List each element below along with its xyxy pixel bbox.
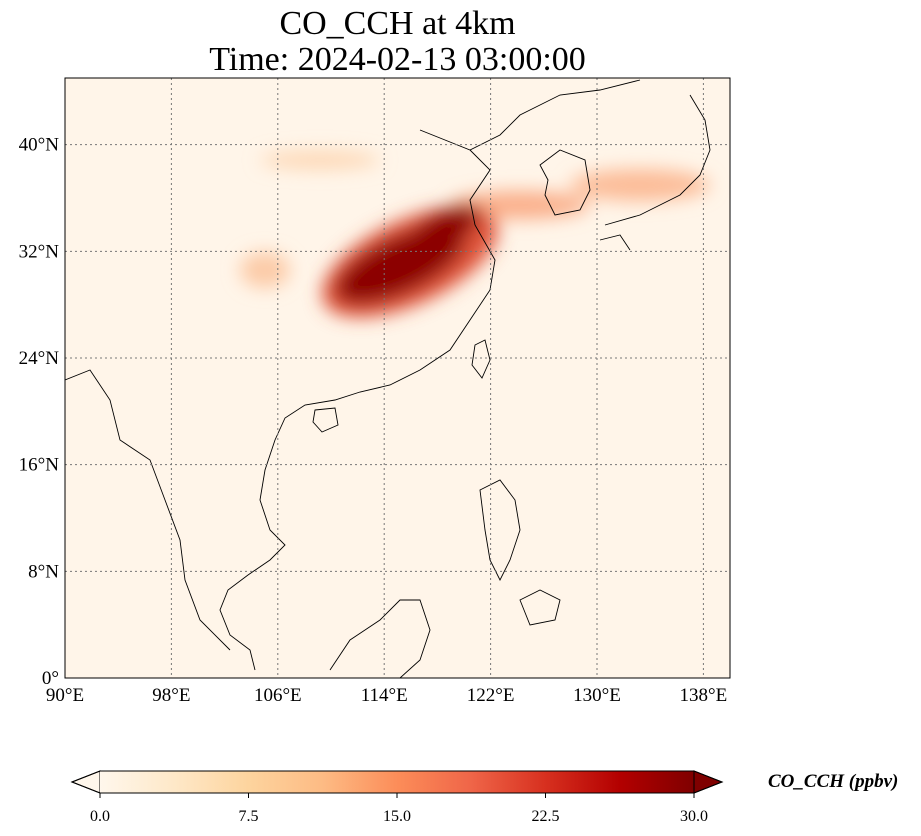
co-plume-layer	[240, 151, 710, 318]
colorbar-label: CO_CCH (ppbv)	[768, 771, 899, 792]
colorbar-extend-max	[693, 770, 724, 794]
plot-title: CO_CCH at 4km	[279, 5, 516, 42]
colorbar-tick-label: 0.0	[90, 808, 110, 825]
colorbar-extend-min	[70, 770, 101, 794]
lat-tick-label: 40°N	[19, 135, 60, 156]
lon-tick-label: 138°E	[680, 685, 728, 706]
colorbar: 0.0 7.5 15.0 22.5 30.0	[70, 770, 724, 825]
lat-tick-labels: 0° 8°N 16°N 24°N 32°N 40°N	[19, 135, 60, 689]
lon-tick-label: 122°E	[467, 685, 515, 706]
lat-tick-label: 24°N	[19, 348, 60, 369]
coastline-taiwan	[471, 339, 491, 379]
plume-korea-japan	[570, 169, 710, 201]
lon-tick-label: 130°E	[573, 685, 621, 706]
colorbar-tick-label: 15.0	[383, 808, 411, 825]
lat-tick-label: 32°N	[19, 241, 60, 262]
colorbar-tick-labels: 0.0 7.5 15.0 22.5 30.0	[90, 793, 708, 825]
plume-east-china-core2	[400, 204, 480, 260]
map-frame	[64, 77, 731, 679]
lon-tick-labels: 90°E 98°E 106°E 114°E 122°E 130°E 138°E	[46, 685, 727, 706]
lon-tick-label: 114°E	[361, 685, 408, 706]
coastline-hainan	[312, 407, 339, 433]
coastline-japan	[599, 94, 711, 251]
map-background	[65, 78, 730, 678]
lat-tick-label: 16°N	[19, 455, 60, 476]
plot-subtitle-time: Time: 2024-02-13 03:00:00	[209, 41, 586, 78]
lat-tick-label: 8°N	[28, 561, 59, 582]
colorbar-tick-label: 30.0	[680, 808, 708, 825]
colorbar-tick-label: 22.5	[532, 808, 560, 825]
coastline-borneo	[329, 599, 431, 678]
lat-tick-label: 0°	[42, 668, 59, 689]
colorbar-body	[100, 771, 694, 793]
gridlines	[65, 78, 730, 678]
coastline-china	[219, 149, 496, 671]
coastline-philippines	[479, 479, 561, 626]
coastline-bohai	[419, 79, 641, 151]
plume-sichuan	[240, 252, 290, 288]
coastline-indochina	[65, 369, 231, 651]
coastline-korea	[539, 149, 591, 216]
lon-tick-label: 106°E	[254, 685, 302, 706]
plume-north-china	[260, 151, 380, 169]
coastline-layer	[65, 79, 711, 678]
colorbar-tick-label: 7.5	[239, 808, 259, 825]
lon-tick-label: 90°E	[46, 685, 84, 706]
lon-tick-label: 98°E	[152, 685, 190, 706]
